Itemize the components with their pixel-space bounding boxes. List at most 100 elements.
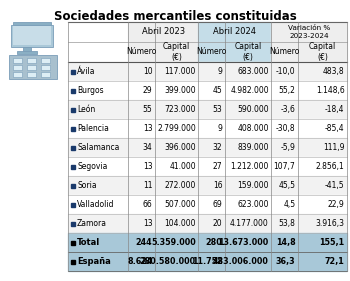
Bar <box>41 58 50 63</box>
Text: 4.177.000: 4.177.000 <box>230 219 269 228</box>
Text: 27: 27 <box>213 162 223 171</box>
Text: 117.000: 117.000 <box>164 67 196 76</box>
Text: 41.000: 41.000 <box>169 162 196 171</box>
Text: -85,4: -85,4 <box>325 124 344 133</box>
Text: 272.000: 272.000 <box>164 181 196 190</box>
Bar <box>13 26 51 45</box>
Bar <box>13 58 22 63</box>
Text: 14,8: 14,8 <box>276 238 295 247</box>
Text: 16: 16 <box>213 181 223 190</box>
Text: 9: 9 <box>218 124 223 133</box>
Text: 396.000: 396.000 <box>164 143 196 152</box>
Text: 69: 69 <box>213 200 223 209</box>
Bar <box>27 72 36 77</box>
Bar <box>27 58 36 63</box>
Text: 55,2: 55,2 <box>279 86 295 95</box>
Text: 399.000: 399.000 <box>164 86 196 95</box>
Text: 20: 20 <box>213 219 223 228</box>
Text: Capital
(€): Capital (€) <box>234 42 262 62</box>
Text: -30,8: -30,8 <box>276 124 295 133</box>
Text: 483,8: 483,8 <box>323 67 344 76</box>
Text: 590.000: 590.000 <box>237 105 269 114</box>
Text: 683.000: 683.000 <box>237 67 269 76</box>
Text: Sociedades mercantiles constituidas: Sociedades mercantiles constituidas <box>54 10 296 23</box>
Text: 280: 280 <box>206 238 223 247</box>
Text: Variación %
2023-2024: Variación % 2023-2024 <box>288 26 330 38</box>
Text: -5,9: -5,9 <box>281 143 295 152</box>
Text: 55: 55 <box>143 105 152 114</box>
Text: 11.752: 11.752 <box>192 257 223 266</box>
Polygon shape <box>68 195 347 214</box>
Polygon shape <box>198 22 271 62</box>
Polygon shape <box>68 62 347 81</box>
Text: 1.148,6: 1.148,6 <box>316 86 344 95</box>
Polygon shape <box>68 81 347 100</box>
Polygon shape <box>68 138 347 157</box>
Text: Zamora: Zamora <box>77 219 107 228</box>
Text: Ávila: Ávila <box>77 67 96 76</box>
Text: 36,3: 36,3 <box>276 257 295 266</box>
Polygon shape <box>271 22 347 62</box>
Text: 839.000: 839.000 <box>237 143 269 152</box>
Polygon shape <box>68 100 347 119</box>
Text: Burgos: Burgos <box>77 86 104 95</box>
Text: 22,9: 22,9 <box>328 200 344 209</box>
Text: Abril 2024: Abril 2024 <box>214 28 256 37</box>
Text: 34: 34 <box>143 143 152 152</box>
Bar <box>13 65 22 70</box>
Text: 107,7: 107,7 <box>274 162 295 171</box>
Bar <box>13 72 22 77</box>
Text: Número: Número <box>270 47 300 56</box>
Polygon shape <box>68 233 347 252</box>
Text: 4,5: 4,5 <box>283 200 295 209</box>
Text: 66: 66 <box>143 200 152 209</box>
Text: Valladolid: Valladolid <box>77 200 114 209</box>
Text: 244: 244 <box>136 238 152 247</box>
Polygon shape <box>68 157 347 176</box>
Text: 53: 53 <box>213 105 223 114</box>
Text: 45,5: 45,5 <box>279 181 295 190</box>
Text: España: España <box>77 257 111 266</box>
Text: 623.000: 623.000 <box>237 200 269 209</box>
Text: 1.212.000: 1.212.000 <box>230 162 269 171</box>
Polygon shape <box>68 252 347 271</box>
Text: 2.856,1: 2.856,1 <box>316 162 344 171</box>
Text: -3,6: -3,6 <box>281 105 295 114</box>
Text: 483.006.000: 483.006.000 <box>213 257 269 266</box>
Text: 159.000: 159.000 <box>237 181 269 190</box>
Text: 4.982.000: 4.982.000 <box>230 86 269 95</box>
Polygon shape <box>128 22 198 62</box>
Text: Capital
(€): Capital (€) <box>309 42 336 62</box>
Text: 507.000: 507.000 <box>164 200 196 209</box>
Bar <box>41 72 50 77</box>
Text: Salamanca: Salamanca <box>77 143 119 152</box>
Text: 5.359.000: 5.359.000 <box>151 238 196 247</box>
Text: 72,1: 72,1 <box>325 257 344 266</box>
Polygon shape <box>68 176 347 195</box>
Text: Palencia: Palencia <box>77 124 109 133</box>
Text: -18,4: -18,4 <box>325 105 344 114</box>
Text: 9: 9 <box>218 67 223 76</box>
Bar <box>41 65 50 70</box>
Text: 13: 13 <box>143 162 152 171</box>
Text: 2.799.000: 2.799.000 <box>157 124 196 133</box>
Text: Soria: Soria <box>77 181 97 190</box>
Text: 45: 45 <box>213 86 223 95</box>
Bar <box>9 55 57 79</box>
Text: 13: 13 <box>143 219 152 228</box>
Text: 10: 10 <box>143 67 152 76</box>
Text: 29: 29 <box>143 86 152 95</box>
Text: 13.673.000: 13.673.000 <box>218 238 269 247</box>
Text: 280.580.000: 280.580.000 <box>140 257 196 266</box>
Text: 13: 13 <box>143 124 152 133</box>
Text: -41,5: -41,5 <box>325 181 344 190</box>
Text: 155,1: 155,1 <box>319 238 344 247</box>
Text: Número: Número <box>196 47 227 56</box>
Text: 408.000: 408.000 <box>237 124 269 133</box>
Text: -10,0: -10,0 <box>276 67 295 76</box>
Text: Segovia: Segovia <box>77 162 107 171</box>
Bar <box>11 25 53 47</box>
Text: 8.624: 8.624 <box>127 257 152 266</box>
Text: León: León <box>77 105 95 114</box>
Text: 11: 11 <box>143 181 152 190</box>
